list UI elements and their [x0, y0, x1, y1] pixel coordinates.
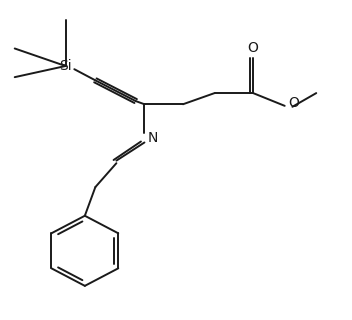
Text: O: O — [288, 96, 299, 110]
Text: O: O — [248, 42, 259, 55]
Text: N: N — [147, 131, 158, 145]
Text: Si: Si — [59, 59, 72, 73]
